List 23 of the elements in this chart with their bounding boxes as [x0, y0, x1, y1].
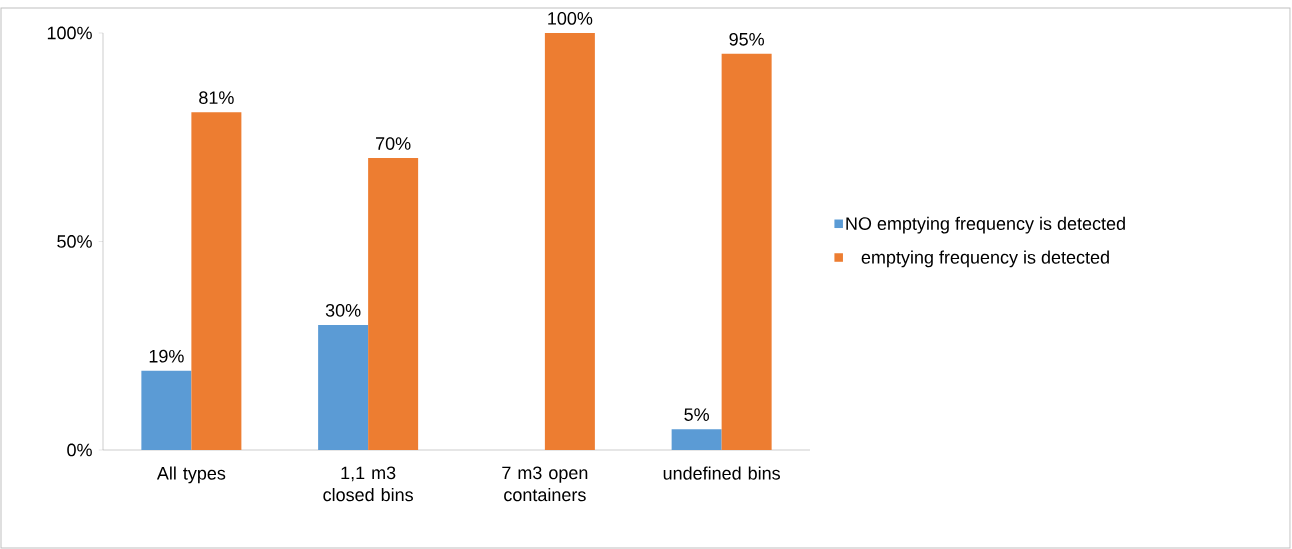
data-label: 70% [376, 137, 411, 150]
bar [721, 53, 772, 450]
legend-label: emptying frequency is detected [861, 250, 1109, 268]
data-label: 5% [684, 408, 709, 421]
legend-label: NO emptying frequency is detected [846, 216, 1125, 234]
bar [141, 370, 192, 450]
y-tick-label: 100% [47, 26, 92, 40]
bar [191, 112, 242, 450]
data-label: 19% [149, 349, 184, 363]
data-label: 95% [729, 32, 764, 46]
bar [368, 158, 419, 450]
y-tick-label: 0% [67, 443, 92, 457]
x-tick-label: 7 m3 open containers [502, 466, 588, 502]
y-tick-label: 50% [57, 235, 92, 248]
data-label: 100% [548, 12, 593, 25]
x-tick-label: undefined bins [663, 466, 780, 480]
data-label: 30% [325, 303, 361, 317]
data-label: 81% [199, 91, 234, 105]
bar [671, 429, 722, 450]
bar [544, 32, 595, 450]
x-tick-label: All types [156, 466, 226, 484]
x-tick-label: 1,1 m3 closed bins [323, 466, 413, 502]
bar [318, 324, 369, 450]
